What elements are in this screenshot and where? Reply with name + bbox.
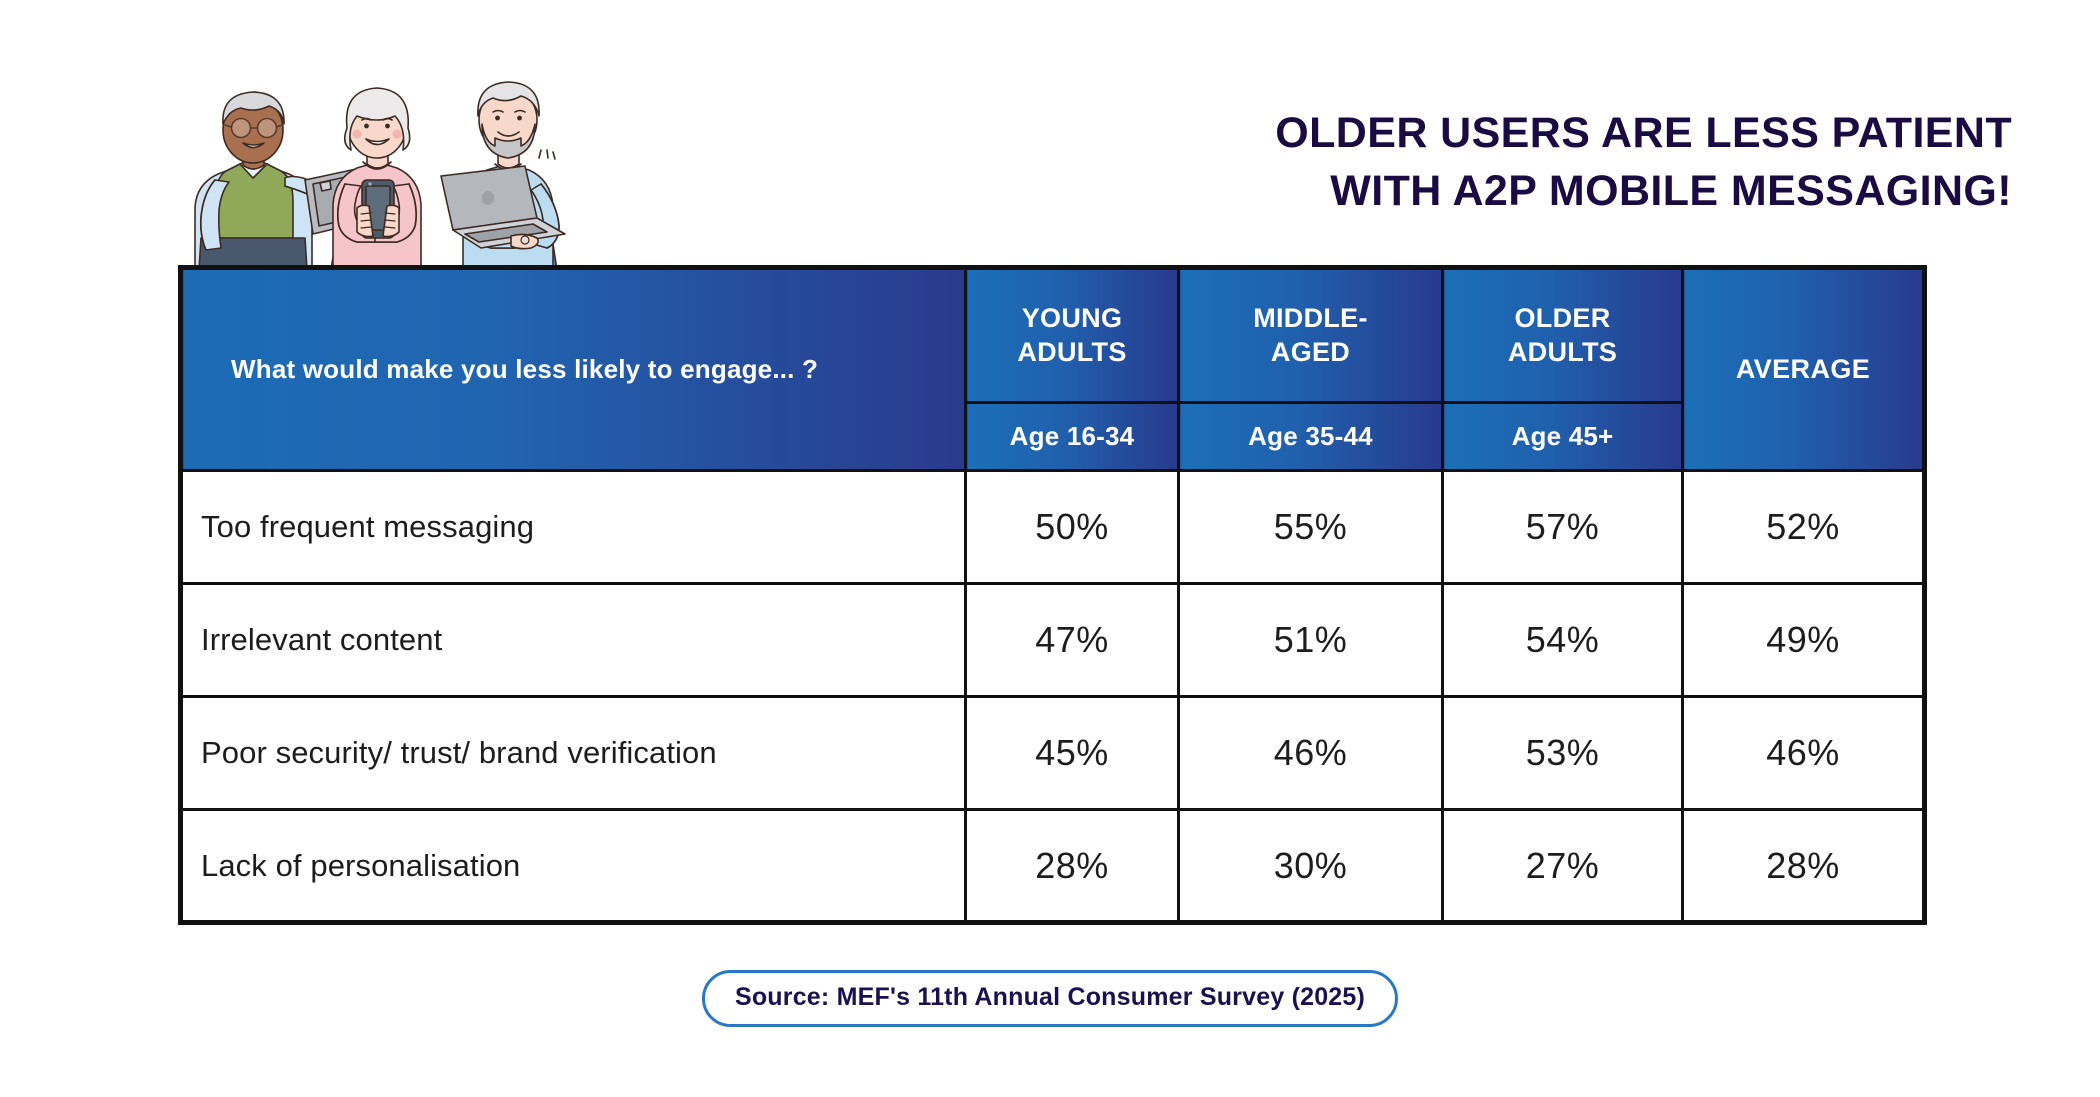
- cell-older-adults: 27%: [1441, 808, 1684, 924]
- older-adults-label-line1: OLDER: [1514, 303, 1611, 334]
- table-row: Poor security/ trust/ brand verification…: [179, 695, 1926, 811]
- cell-average: 46%: [1681, 695, 1926, 811]
- cell-young-adults: 28%: [964, 808, 1180, 924]
- cell-young-adults: 50%: [964, 469, 1180, 585]
- title-line-2: WITH A2P MOBILE MESSAGING!: [1330, 167, 2012, 215]
- column-header-young-adults: YOUNG ADULTS: [964, 266, 1180, 404]
- source-badge: Source: MEF's 11th Annual Consumer Surve…: [701, 970, 1399, 1027]
- age-range-middle-aged: Age 35-44: [1177, 401, 1444, 472]
- cell-middle-aged: 51%: [1177, 582, 1444, 698]
- age-range-young-adults: Age 16-34: [964, 401, 1180, 472]
- table-row: Lack of personalisation 28% 30% 27% 28%: [179, 808, 1926, 924]
- row-label: Poor security/ trust/ brand verification: [179, 695, 967, 811]
- young-adults-label-line2: ADULTS: [1017, 336, 1127, 367]
- cell-average: 52%: [1681, 469, 1926, 585]
- middle-aged-label-line2: AGED: [1270, 336, 1351, 367]
- table-row: Irrelevant content 47% 51% 54% 49%: [179, 582, 1926, 698]
- page-title: OLDER USERS ARE LESS PATIENT WITH A2P MO…: [1012, 112, 2012, 213]
- table-row: Too frequent messaging 50% 55% 57% 52%: [179, 469, 1926, 585]
- young-adults-label-line1: YOUNG: [1021, 303, 1123, 334]
- cell-older-adults: 53%: [1441, 695, 1684, 811]
- header-row-ages: Age 16-34 Age 35-44 Age 45+: [181, 401, 1925, 472]
- row-label: Lack of personalisation: [179, 808, 967, 924]
- row-label: Too frequent messaging: [179, 469, 967, 585]
- row-label: Irrelevant content: [179, 582, 967, 698]
- cell-older-adults: 54%: [1441, 582, 1684, 698]
- cell-average: 28%: [1681, 808, 1926, 924]
- question-header: What would make you less likely to engag…: [179, 266, 967, 472]
- cell-middle-aged: 55%: [1177, 469, 1444, 585]
- cell-older-adults: 57%: [1441, 469, 1684, 585]
- age-range-older-adults: Age 45+: [1441, 401, 1684, 472]
- cell-average: 49%: [1681, 582, 1926, 698]
- cell-young-adults: 45%: [964, 695, 1180, 811]
- older-adults-label-line2: ADULTS: [1507, 336, 1618, 367]
- cell-middle-aged: 30%: [1177, 808, 1444, 924]
- column-header-middle-aged: MIDDLE- AGED: [1177, 266, 1444, 404]
- title-line-1: OLDER USERS ARE LESS PATIENT: [1275, 109, 2012, 157]
- cell-young-adults: 47%: [964, 582, 1180, 698]
- column-header-average: AVERAGE: [1681, 266, 1926, 472]
- three-older-adults-illustration: [185, 58, 575, 270]
- cell-middle-aged: 46%: [1177, 695, 1444, 811]
- table-body: Too frequent messaging 50% 55% 57% 52% I…: [179, 469, 1926, 924]
- header-row-groups: What would make you less likely to engag…: [179, 266, 1926, 472]
- survey-results-table: What would make you less likely to engag…: [178, 265, 1927, 925]
- middle-aged-label-line1: MIDDLE-: [1253, 303, 1368, 334]
- column-header-older-adults: OLDER ADULTS: [1441, 266, 1684, 404]
- table-header: What would make you less likely to engag…: [179, 266, 1926, 472]
